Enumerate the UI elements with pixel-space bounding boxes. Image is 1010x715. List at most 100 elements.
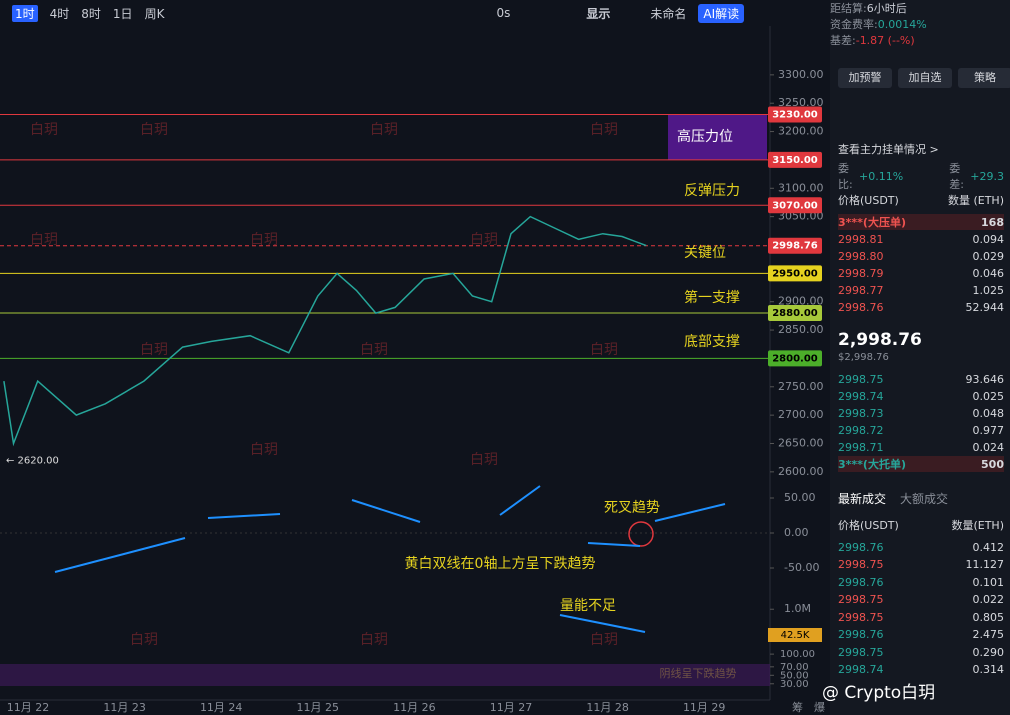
info-label: 基差: bbox=[830, 34, 856, 47]
level-tag-label: 3230.00 bbox=[772, 110, 818, 121]
y-tick-label: 3100.00 bbox=[778, 181, 824, 194]
book-header-qty: 数量 (ETH) bbox=[947, 194, 1004, 207]
trade-row-qty: 0.022 bbox=[972, 593, 1005, 606]
annotation: 死叉趋势 bbox=[604, 500, 660, 516]
mid-price: 2,998.76 bbox=[838, 330, 922, 350]
corner-icon: 筹 bbox=[792, 700, 803, 714]
depth-link[interactable]: 查看主力挂单情况 > bbox=[838, 143, 939, 156]
trade-row: 2998.76 2.475 bbox=[838, 627, 1004, 643]
display-button[interactable]: 显示 bbox=[586, 6, 611, 21]
x-tick-label: 11月 22 bbox=[7, 701, 50, 714]
y-tick-label: 2900.00 bbox=[778, 295, 824, 308]
bid-row-qty: 500 bbox=[981, 457, 1004, 471]
ai-button[interactable]: AI解读 bbox=[698, 3, 745, 23]
ask-row-qty: 0.029 bbox=[972, 249, 1005, 263]
rsi-tick-label: 30.00 bbox=[780, 679, 809, 690]
watermark: 白玥 bbox=[470, 232, 498, 248]
interval-tab[interactable]: 8时 bbox=[81, 6, 101, 21]
trade-row-price: 2998.75 bbox=[838, 610, 884, 624]
trade-tab[interactable]: 大额成交 bbox=[900, 492, 949, 506]
x-tick-label: 11月 27 bbox=[490, 701, 533, 714]
level-tag bbox=[768, 350, 822, 367]
ratio-row: 委比: +0.11% 委差: +29.3 bbox=[838, 162, 1004, 191]
panel-button[interactable]: 策略 bbox=[958, 68, 1010, 88]
ask-row-price: 2998.77 bbox=[838, 283, 884, 297]
info-label: 距结算: bbox=[830, 2, 867, 15]
bid-row-price: 2998.75 bbox=[838, 372, 884, 386]
interval-tab[interactable]: 1时 bbox=[12, 4, 38, 22]
interval-tab[interactable]: 1日 bbox=[112, 6, 133, 21]
bid-row-price: 2998.71 bbox=[838, 440, 884, 454]
watermark: 白玥 bbox=[470, 452, 498, 468]
trade-tab[interactable]: 最新成交 bbox=[838, 492, 887, 506]
info-row: 基差:-1.87 (--%) bbox=[830, 32, 1010, 48]
level-tag-label: 2800.00 bbox=[772, 353, 818, 364]
annotation: 底部支撑 bbox=[684, 334, 740, 350]
interval-group: 1时 4时 8时 1日 周K bbox=[6, 4, 170, 22]
panel-button[interactable]: 加自选 bbox=[898, 68, 952, 88]
bid-row: 2998.72 0.977 bbox=[838, 422, 1004, 438]
trade-row-price: 2998.75 bbox=[838, 558, 884, 571]
level-tag-label: 3070.00 bbox=[772, 200, 818, 211]
level-tag-label: 3150.00 bbox=[772, 155, 818, 166]
panel-button[interactable]: 加预警 bbox=[838, 68, 892, 88]
countdown[interactable]: 0s bbox=[496, 6, 511, 20]
book-header-price: 价格(USDT) bbox=[838, 194, 899, 207]
bid-row-price: 2998.72 bbox=[838, 423, 884, 437]
watermark: 白玥 bbox=[130, 632, 158, 648]
y-tick-label: 3250.00 bbox=[778, 96, 824, 109]
ask-row: 2998.81 0.094 bbox=[838, 231, 1004, 247]
y-tick-label: 3300.00 bbox=[778, 68, 824, 81]
bid-row: 3***(大托单) 500 bbox=[838, 456, 1004, 472]
x-tick-label: 11月 28 bbox=[586, 701, 629, 714]
arrow bbox=[207, 513, 281, 519]
bid-row-qty: 0.025 bbox=[972, 389, 1005, 403]
ask-row-qty: 168 bbox=[981, 215, 1004, 229]
volume-tick-label: 1.0M bbox=[784, 602, 811, 615]
diff-label: 委差: bbox=[949, 162, 964, 191]
y-tick-label: 3200.00 bbox=[778, 125, 824, 138]
annotation: 高压力位 bbox=[677, 128, 733, 145]
corner-icon: 爆 bbox=[814, 700, 825, 714]
trade-row-price: 2998.76 bbox=[838, 628, 884, 641]
ask-row-qty: 52.944 bbox=[965, 300, 1005, 314]
arrow bbox=[54, 537, 186, 573]
interval-tab[interactable]: 周K bbox=[144, 6, 165, 21]
trade-row: 2998.75 0.290 bbox=[838, 644, 1004, 660]
trade-header-price: 价格(USDT) bbox=[838, 519, 899, 532]
trade-row-price: 2998.75 bbox=[838, 593, 884, 606]
level-tag-label: 2950.00 bbox=[772, 268, 818, 279]
watermark: 白玥 bbox=[590, 122, 618, 138]
rsi-band bbox=[0, 664, 770, 686]
watermark: 白玥 bbox=[590, 342, 618, 358]
info-row: 距结算:6小时后 bbox=[830, 0, 1010, 16]
trade-row: 2998.75 0.022 bbox=[838, 592, 1004, 608]
layout-name[interactable]: 未命名 bbox=[650, 6, 687, 21]
info-label: 资金费率: bbox=[830, 18, 878, 31]
trade-header-qty: 数量(ETH) bbox=[951, 519, 1004, 532]
level-tag bbox=[768, 106, 822, 123]
ask-row-price: 2998.79 bbox=[838, 266, 884, 280]
x-tick-label: 11月 26 bbox=[393, 701, 436, 714]
annotation: 量能不足 bbox=[560, 598, 616, 614]
annotation: 黄白双线在0轴上方呈下跌趋势 bbox=[405, 555, 596, 572]
interval-tab[interactable]: 4时 bbox=[49, 6, 70, 21]
volume-tag bbox=[768, 628, 822, 642]
bid-row: 2998.73 0.048 bbox=[838, 405, 1004, 421]
credit: @ Crypto白玥 bbox=[822, 683, 936, 703]
ratio-value: +0.11% bbox=[859, 169, 904, 183]
cross-marker bbox=[628, 521, 654, 547]
info-value: 0.0014% bbox=[877, 18, 927, 31]
ask-row: 3***(大压单) 168 bbox=[838, 214, 1004, 230]
trade-row-qty: 11.127 bbox=[965, 558, 1005, 571]
level-tag bbox=[768, 237, 822, 254]
ask-row-qty: 0.094 bbox=[972, 232, 1005, 246]
x-tick-label: 11月 29 bbox=[683, 701, 726, 714]
level-tag-label: 2880.00 bbox=[772, 308, 818, 319]
arrow bbox=[654, 503, 726, 522]
arrow bbox=[499, 485, 541, 516]
bid-row-qty: 0.977 bbox=[972, 423, 1005, 437]
macd-tick-label: 50.00 bbox=[784, 491, 816, 504]
ask-row: 2998.80 0.029 bbox=[838, 248, 1004, 264]
bid-row-price: 2998.73 bbox=[838, 406, 884, 420]
